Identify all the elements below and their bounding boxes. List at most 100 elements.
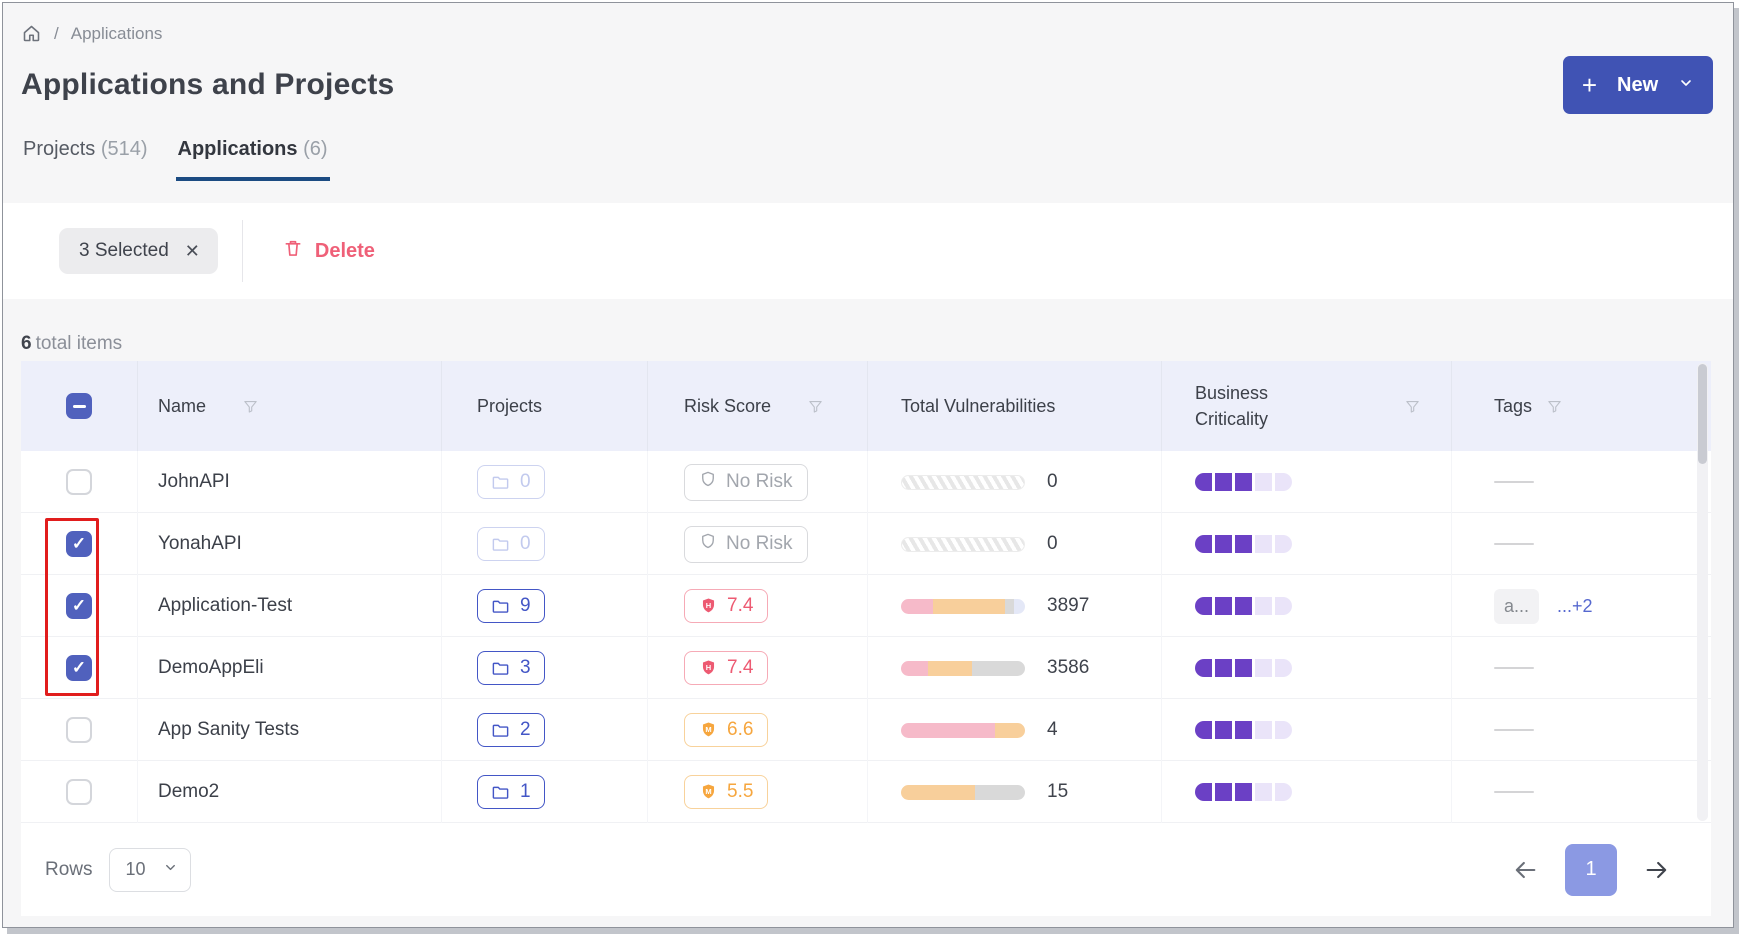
pagination: 1 — [1511, 843, 1671, 896]
folder-icon — [492, 724, 509, 737]
rows-per-page-select[interactable]: 10 — [108, 847, 191, 892]
clear-selection-icon[interactable]: ✕ — [184, 240, 200, 261]
selected-count-chip[interactable]: 3 Selected ✕ — [59, 228, 218, 274]
no-tags-dash — [1494, 667, 1534, 669]
criticality-segment — [1255, 783, 1272, 801]
rows-label: Rows — [45, 858, 93, 880]
column-header-projects: Projects — [477, 395, 543, 416]
table-row: Application-Test 9 H 7.4 3897 — [21, 575, 1711, 637]
tag-chip[interactable]: a... — [1494, 588, 1540, 624]
risk-score: 7.4 — [727, 595, 754, 616]
breadcrumb-separator: / — [54, 23, 59, 43]
criticality-segment — [1255, 535, 1272, 553]
filter-icon-tags[interactable] — [1546, 398, 1563, 415]
criticality-segment — [1255, 597, 1272, 615]
breadcrumb-current[interactable]: Applications — [70, 23, 163, 43]
vulnerability-bar — [901, 660, 1025, 676]
chevron-down-icon — [163, 859, 178, 880]
risk-chip: H 7.4 — [684, 651, 769, 685]
app-name[interactable]: YonahAPI — [158, 533, 242, 554]
shield-letter-icon: M — [699, 720, 718, 740]
vulnerability-count: 3586 — [1047, 657, 1090, 678]
no-tags-dash — [1494, 791, 1534, 793]
vulnerability-count: 3897 — [1047, 595, 1090, 616]
tags-cell — [1451, 637, 1711, 699]
filter-icon-criticality[interactable] — [1404, 398, 1421, 415]
projects-count: 3 — [520, 657, 531, 678]
criticality-bar — [1195, 659, 1292, 677]
table-row: JohnAPI 0 No Risk 0 — [21, 451, 1711, 513]
projects-chip[interactable]: 0 — [477, 465, 545, 499]
column-header-name: Name — [158, 395, 207, 416]
row-checkbox[interactable] — [66, 469, 92, 495]
svg-text:H: H — [706, 663, 711, 672]
projects-chip[interactable]: 3 — [477, 651, 545, 685]
criticality-segment — [1215, 473, 1232, 491]
vuln-segment-gray — [975, 784, 1025, 800]
page-number-button[interactable]: 1 — [1565, 843, 1617, 896]
criticality-segment — [1235, 783, 1252, 801]
app-name[interactable]: Application-Test — [158, 595, 293, 616]
tags-cell — [1451, 513, 1711, 575]
table-footer: Rows 10 1 — [21, 823, 1711, 916]
app-name[interactable]: JohnAPI — [158, 471, 230, 492]
tags-cell — [1451, 761, 1711, 823]
table-row: DemoAppEli 3 H 7.4 3586 — [21, 637, 1711, 699]
shield-letter-icon: M — [699, 782, 718, 802]
delete-button[interactable]: Delete — [269, 227, 389, 275]
scrollbar-thumb[interactable] — [1698, 364, 1707, 464]
vuln-segment-orange — [901, 784, 976, 800]
trash-icon — [283, 237, 303, 265]
app-name[interactable]: App Sanity Tests — [158, 719, 300, 740]
total-items: 6 total items — [21, 333, 123, 354]
projects-chip[interactable]: 1 — [477, 775, 545, 809]
new-button[interactable]: + New — [1563, 56, 1713, 114]
projects-chip[interactable]: 2 — [477, 713, 545, 747]
row-checkbox[interactable] — [66, 717, 92, 743]
projects-chip[interactable]: 0 — [477, 527, 545, 561]
vuln-segment-pink — [901, 722, 996, 738]
app-name[interactable]: Demo2 — [158, 781, 220, 802]
chevron-down-icon[interactable] — [1678, 75, 1694, 96]
risk-score: 5.5 — [727, 781, 754, 802]
tags-more-link[interactable]: ...+2 — [1557, 595, 1593, 616]
projects-chip[interactable]: 9 — [477, 589, 545, 623]
home-icon[interactable] — [21, 23, 42, 44]
row-checkbox[interactable] — [66, 779, 92, 805]
previous-page-button[interactable] — [1511, 856, 1539, 884]
app-name[interactable]: DemoAppEli — [158, 657, 264, 678]
table-body: JohnAPI 0 No Risk 0 — [21, 451, 1711, 823]
svg-text:H: H — [706, 601, 711, 610]
criticality-segment — [1275, 659, 1292, 677]
vertical-scrollbar[interactable] — [1697, 363, 1708, 821]
vuln-segment-pink — [901, 660, 929, 676]
vuln-segment-pink — [901, 598, 934, 614]
risk-chip: H 7.4 — [684, 589, 769, 623]
criticality-segment — [1235, 659, 1252, 677]
vulnerability-count: 15 — [1047, 781, 1069, 802]
filter-icon-name[interactable] — [242, 398, 259, 415]
row-checkbox[interactable] — [66, 531, 92, 557]
risk-chip: No Risk — [684, 525, 808, 563]
select-all-checkbox[interactable] — [66, 393, 92, 419]
vuln-segment-orange — [928, 660, 972, 676]
tags-cell — [1451, 451, 1711, 513]
vulnerability-bar — [901, 784, 1025, 800]
tab-applications[interactable]: Applications (6) — [175, 132, 330, 181]
criticality-segment — [1235, 473, 1252, 491]
row-checkbox[interactable] — [66, 655, 92, 681]
next-page-button[interactable] — [1643, 856, 1671, 884]
criticality-segment — [1275, 783, 1292, 801]
vuln-segment-orange — [995, 722, 1025, 738]
row-checkbox[interactable] — [66, 593, 92, 619]
folder-icon — [492, 538, 509, 551]
filter-icon-risk[interactable] — [807, 398, 824, 415]
projects-count: 0 — [520, 471, 531, 492]
tab-projects[interactable]: Projects (514) — [23, 138, 148, 160]
shield-icon — [699, 470, 717, 495]
table-row: Demo2 1 M 5.5 15 — [21, 761, 1711, 823]
column-header-vulnerabilities: Total Vulnerabilities — [901, 395, 1056, 416]
table-row: App Sanity Tests 2 M 6.6 4 — [21, 699, 1711, 761]
criticality-segment — [1215, 535, 1232, 553]
